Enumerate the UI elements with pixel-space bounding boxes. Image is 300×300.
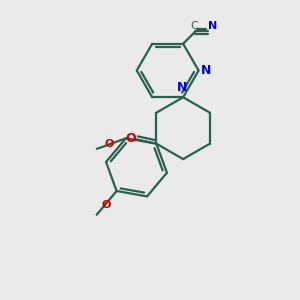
Text: C: C (191, 21, 199, 32)
Text: N: N (208, 21, 218, 32)
Text: O: O (104, 139, 114, 149)
Text: O: O (101, 200, 111, 210)
Text: O: O (125, 132, 136, 145)
Text: N: N (176, 81, 187, 94)
Text: N: N (201, 64, 211, 77)
